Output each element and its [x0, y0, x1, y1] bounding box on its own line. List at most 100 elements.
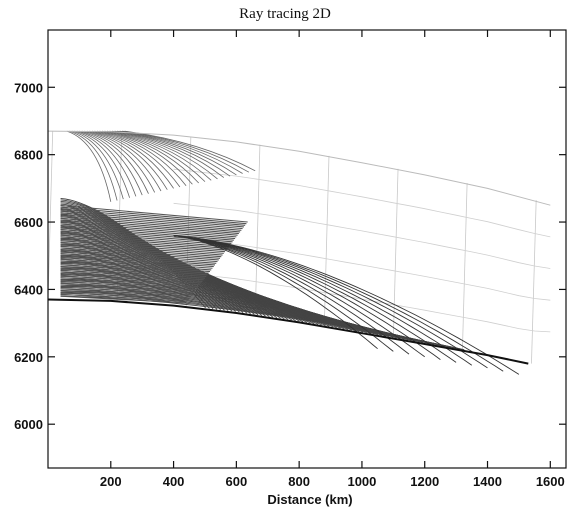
ray-path [60, 225, 234, 241]
ray-path [106, 130, 212, 181]
ray-path [60, 230, 231, 246]
model-top-line [47, 130, 551, 206]
ray-path [71, 130, 124, 200]
x-tick-label: 600 [226, 474, 248, 489]
x-tick-label: 1600 [536, 474, 565, 489]
ray-path [60, 241, 223, 256]
grid-line [173, 202, 551, 269]
ray-path [69, 130, 118, 201]
x-tick-label: 400 [163, 474, 185, 489]
ray-path [173, 235, 441, 360]
ray-path [60, 290, 190, 299]
ray-path [60, 247, 219, 261]
ray-path [173, 235, 473, 366]
ray-path [60, 269, 204, 281]
grid-line [392, 168, 399, 339]
ray-path [60, 236, 227, 251]
ray-path [79, 130, 143, 196]
y-tick-label: 6000 [14, 417, 43, 432]
ray-path [60, 264, 208, 276]
ray-path [60, 210, 244, 228]
x-tick-label: 1400 [473, 474, 502, 489]
ray-path [60, 262, 209, 274]
ray-path [66, 130, 112, 202]
ray-path [109, 130, 218, 180]
ray-path [81, 130, 149, 194]
ray-path [60, 260, 211, 273]
ray-path [60, 288, 192, 297]
x-tick-label: 200 [100, 474, 122, 489]
ray-path [76, 130, 137, 197]
ray-path [74, 130, 130, 198]
chart-title: Ray tracing 2D [239, 6, 331, 22]
grid-line [323, 155, 330, 327]
ray-path [60, 234, 228, 249]
ray-path [60, 275, 200, 286]
ray-path [60, 249, 218, 263]
ray-path [60, 212, 243, 230]
ray-path [60, 256, 213, 269]
ray-path [89, 130, 168, 190]
ray-path [60, 284, 194, 294]
ray-path [173, 235, 394, 352]
ray-path [60, 232, 229, 248]
ray-path [60, 214, 242, 231]
ray-path [60, 277, 199, 287]
ray-path [60, 221, 237, 238]
surface-line [47, 298, 529, 365]
ray-path [101, 130, 199, 184]
grid-line [173, 237, 551, 301]
ray-path [99, 130, 193, 185]
ray-path [173, 235, 425, 358]
ray-path [60, 208, 246, 226]
ray-path [173, 235, 410, 355]
ray-path [60, 258, 212, 271]
ray-path [60, 271, 203, 282]
ray-path [60, 204, 248, 223]
ray-path [60, 219, 238, 236]
grid-line [462, 182, 468, 351]
ray-path [94, 130, 181, 188]
ray-path [91, 130, 174, 189]
grid-line [254, 144, 261, 316]
ray-path [117, 130, 237, 176]
ray-path [60, 282, 195, 292]
ray-path [60, 273, 202, 284]
ray-path [60, 243, 222, 258]
ray-path [60, 238, 226, 253]
ray-path [173, 235, 520, 375]
plot-frame [47, 29, 567, 469]
x-axis-label: Distance (km) [267, 492, 353, 507]
ray-path [96, 130, 187, 186]
grid-line [47, 131, 54, 300]
ray-path [60, 280, 197, 291]
ray-path [111, 130, 225, 178]
ray-path [60, 254, 214, 268]
axis-ticks: 200 400 600 800 1000 1200 1400 1600 6000 6200 6400… [14, 30, 566, 489]
ray-path [60, 278, 198, 289]
ray-path [84, 130, 156, 193]
series-lines [47, 130, 551, 365]
ray-path [119, 130, 243, 174]
y-tick-label: 6800 [14, 148, 43, 163]
x-tick-label: 1200 [410, 474, 439, 489]
ray-path [60, 252, 216, 266]
ray-path [60, 251, 217, 264]
ray-path [173, 235, 457, 363]
ray-path [60, 267, 206, 279]
ray-path [60, 291, 189, 301]
x-tick-label: 800 [288, 474, 310, 489]
grid-line [531, 200, 537, 364]
ray-path [173, 235, 378, 350]
ray-path [104, 130, 206, 182]
ray-path [60, 223, 236, 240]
ray-path [60, 240, 224, 254]
y-tick-label: 6200 [14, 350, 43, 365]
ray-path [60, 293, 188, 302]
ray-path [60, 215, 241, 233]
ray-path [60, 286, 193, 296]
ray-path [173, 235, 488, 369]
y-tick-label: 7000 [14, 80, 43, 95]
y-tick-label: 6600 [14, 215, 43, 230]
